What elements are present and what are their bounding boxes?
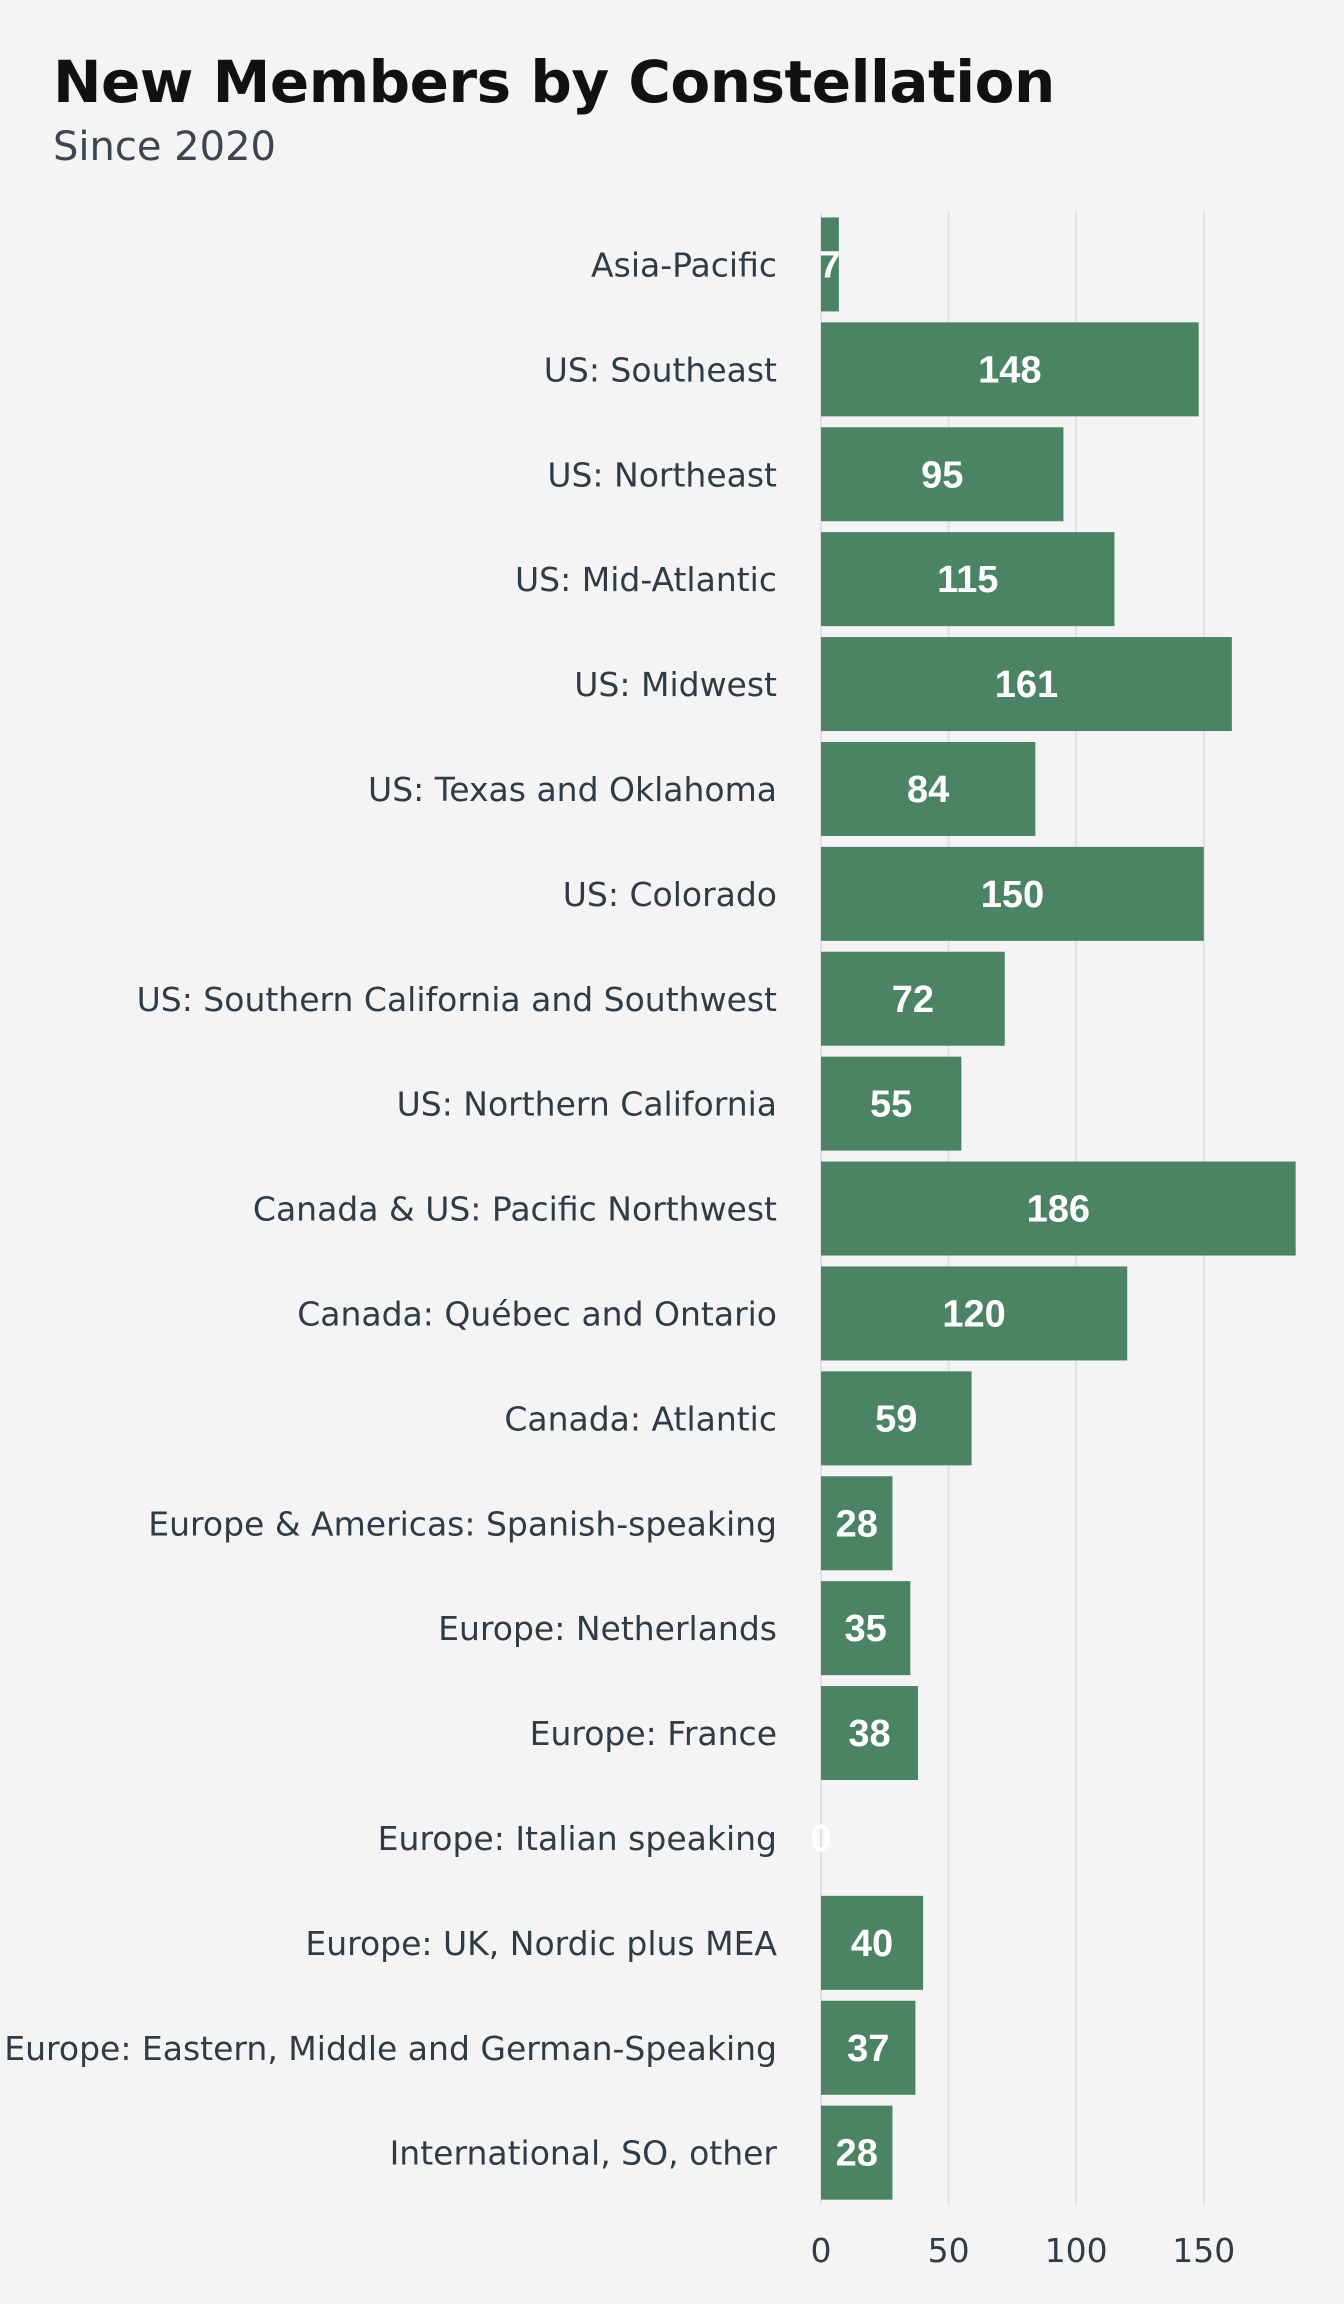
category-label: International, SO, other bbox=[390, 2134, 778, 2173]
chart-title: New Members by Constellation bbox=[53, 48, 1055, 116]
data-label: 38 bbox=[848, 1713, 890, 1755]
category-label: Europe: Italian speaking bbox=[378, 1819, 777, 1858]
bar bbox=[821, 1686, 918, 1781]
data-label: 95 bbox=[921, 454, 963, 496]
data-label: 84 bbox=[907, 769, 949, 811]
category-label: Europe: Netherlands bbox=[438, 1609, 777, 1648]
bar bbox=[821, 1266, 1128, 1361]
bar bbox=[821, 951, 1005, 1046]
data-label: 72 bbox=[892, 979, 934, 1021]
bar bbox=[821, 1056, 962, 1151]
data-label: 40 bbox=[851, 1923, 893, 1965]
category-label: US: Northern California bbox=[397, 1085, 777, 1124]
data-label: 120 bbox=[942, 1293, 1005, 1335]
bar bbox=[821, 1476, 893, 1571]
data-label: 59 bbox=[875, 1398, 917, 1440]
data-label: 35 bbox=[845, 1608, 887, 1650]
bar bbox=[821, 1161, 1296, 1256]
category-label: US: Mid-Atlantic bbox=[515, 560, 777, 599]
category-label: Europe & Americas: Spanish-speaking bbox=[148, 1504, 777, 1543]
category-label: US: Southeast bbox=[544, 350, 777, 389]
category-label: Canada: Atlantic bbox=[504, 1399, 777, 1438]
data-label: 186 bbox=[1027, 1189, 1090, 1231]
category-label: Europe: Eastern, Middle and German-Speak… bbox=[4, 2029, 777, 2068]
data-label: 28 bbox=[836, 1503, 878, 1545]
x-tick-label: 100 bbox=[1045, 2231, 1108, 2270]
category-label: Canada: Québec and Ontario bbox=[297, 1294, 777, 1333]
x-tick-label: 150 bbox=[1172, 2231, 1235, 2270]
data-label: 148 bbox=[978, 349, 1041, 391]
data-label: 115 bbox=[937, 559, 998, 601]
category-label: Canada & US: Pacific Northwest bbox=[253, 1190, 777, 1229]
category-labels: Asia-Pacific US: Southeast US: Northeast US… bbox=[4, 245, 777, 2172]
category-label: Asia-Pacific bbox=[591, 245, 777, 284]
category-label: Europe: UK, Nordic plus MEA bbox=[305, 1924, 777, 1963]
bar bbox=[821, 637, 1232, 732]
category-label: US: Colorado bbox=[563, 875, 777, 914]
bar bbox=[821, 741, 1036, 836]
data-label: 37 bbox=[847, 2028, 889, 2070]
x-axis-ticks: 0 50 100 150 bbox=[811, 2231, 1236, 2270]
category-label: US: Midwest bbox=[574, 665, 777, 704]
bar bbox=[821, 2000, 916, 2095]
bar bbox=[821, 532, 1115, 627]
category-label: US: Texas and Oklahoma bbox=[368, 770, 777, 809]
x-tick-label: 0 bbox=[811, 2231, 832, 2270]
data-label: 161 bbox=[995, 664, 1058, 706]
data-label: 0 bbox=[810, 1818, 831, 1860]
bar bbox=[821, 2105, 893, 2200]
data-label: 7 bbox=[819, 244, 840, 286]
bar bbox=[821, 427, 1064, 522]
x-tick-label: 50 bbox=[928, 2231, 970, 2270]
category-label: US: Southern California and Southwest bbox=[137, 980, 777, 1019]
bar bbox=[821, 846, 1204, 941]
chart-subtitle: Since 2020 bbox=[53, 124, 276, 170]
bar bbox=[821, 1895, 924, 1990]
category-label: Europe: France bbox=[530, 1714, 777, 1753]
bars: 7 148 95 115 161 84 150 72 55 186 120 59 28 35 38 0 40 37… bbox=[810, 217, 1296, 2200]
bar bbox=[821, 217, 839, 312]
bar bbox=[821, 1581, 911, 1676]
data-label: 28 bbox=[836, 2133, 878, 2175]
category-label: US: Northeast bbox=[547, 455, 777, 494]
data-label: 150 bbox=[981, 874, 1044, 916]
bar bbox=[821, 1371, 972, 1466]
data-label: 55 bbox=[870, 1084, 912, 1126]
bar bbox=[821, 322, 1199, 417]
